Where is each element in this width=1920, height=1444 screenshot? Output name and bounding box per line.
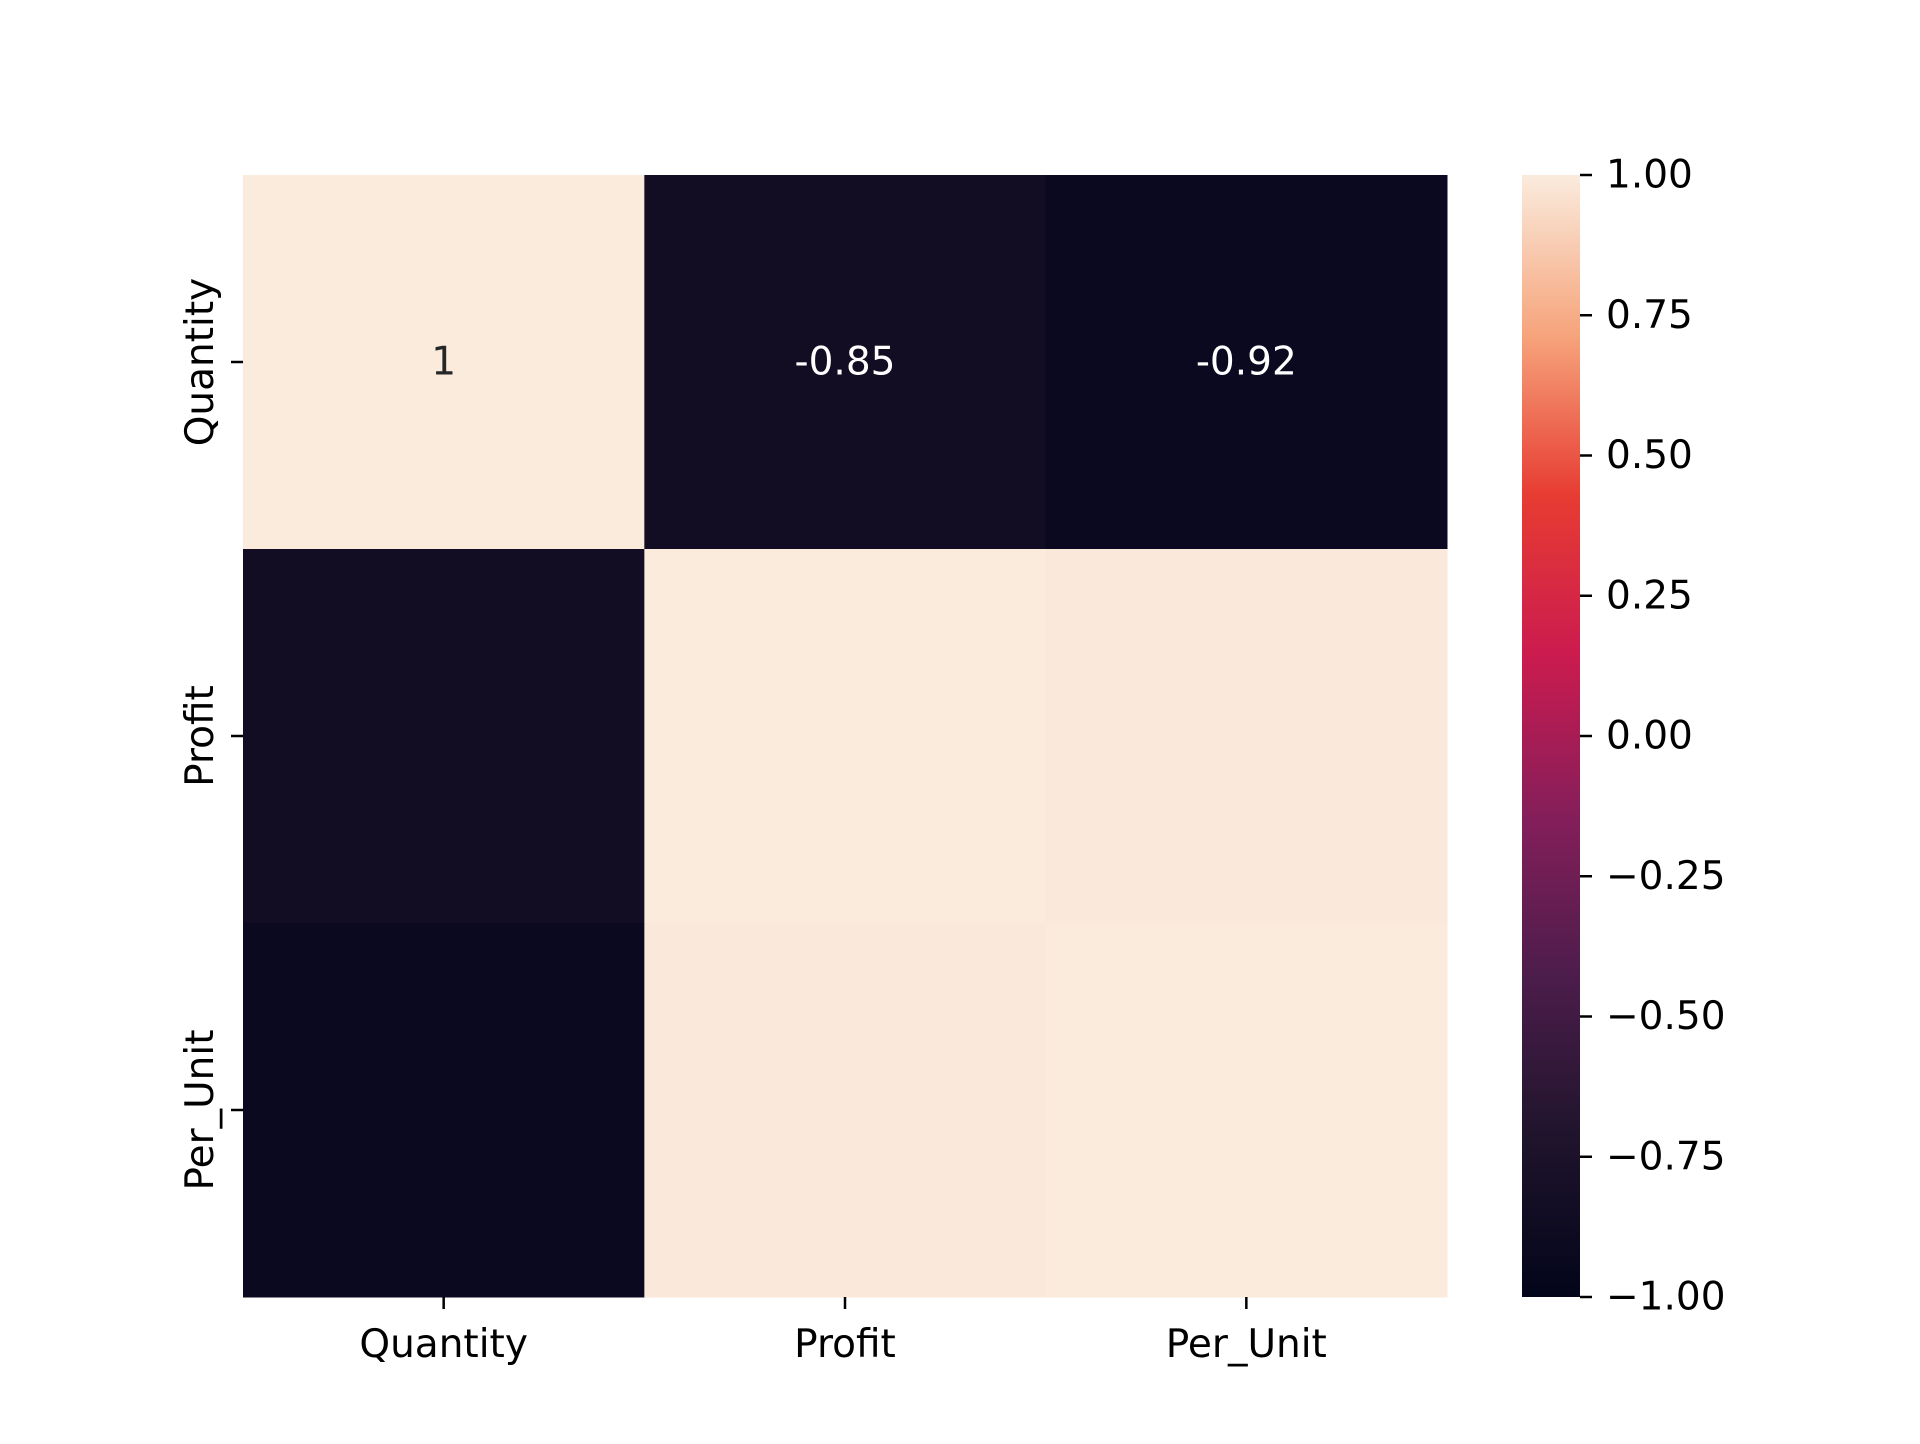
heatmap-cells (243, 175, 1448, 1298)
heatmap-cell-profit-quantity (243, 549, 645, 924)
colorbar-tick-label: 0.00 (1606, 714, 1693, 759)
heatmap-cell-profit-profit (644, 549, 1047, 924)
x-tick-label: Quantity (359, 1322, 528, 1367)
colorbar-tick-label: −0.25 (1606, 854, 1726, 899)
heatmap-cell-per_unit-profit (644, 923, 1047, 1298)
colorbar-tick-label: 0.25 (1606, 573, 1693, 618)
heatmap-cell-quantity-profit (644, 175, 1047, 550)
cell-annotation: -0.92 (1196, 340, 1297, 385)
colorbar-tick-label: −0.75 (1606, 1134, 1726, 1179)
heatmap-cell-quantity-quantity (243, 175, 645, 550)
colorbar-tick-label: 0.75 (1606, 293, 1693, 338)
heatmap-cell-per_unit-quantity (243, 923, 645, 1298)
y-tick-label: Per_Unit (178, 1029, 223, 1190)
colorbar-tick-label: −1.00 (1606, 1275, 1726, 1320)
heatmap-cell-profit-per_unit (1045, 549, 1448, 924)
cell-annotations: 1 -0.85 -0.92 (431, 340, 1297, 385)
x-tick-label: Profit (794, 1322, 896, 1367)
y-axis: Quantity Profit Per_Unit (178, 278, 243, 1191)
colorbar-tick-label: 1.00 (1606, 153, 1693, 198)
y-tick-label: Profit (178, 685, 223, 787)
x-tick-label: Per_Unit (1166, 1322, 1327, 1367)
heatmap-cell-quantity-per_unit (1045, 175, 1448, 550)
colorbar: 1.00 0.75 0.50 0.25 0.00 −0.25 −0.50 −0.75 −1.00 (1522, 153, 1726, 1320)
heatmap-cell-per_unit-per_unit (1045, 923, 1448, 1298)
y-tick-label: Quantity (178, 278, 223, 447)
cell-annotation: -0.85 (795, 340, 896, 385)
colorbar-tick-label: −0.50 (1606, 994, 1726, 1039)
colorbar-gradient (1522, 175, 1580, 1297)
colorbar-tick-label: 0.50 (1606, 433, 1693, 478)
x-axis: Quantity Profit Per_Unit (359, 1297, 1327, 1367)
cell-annotation: 1 (431, 340, 456, 385)
